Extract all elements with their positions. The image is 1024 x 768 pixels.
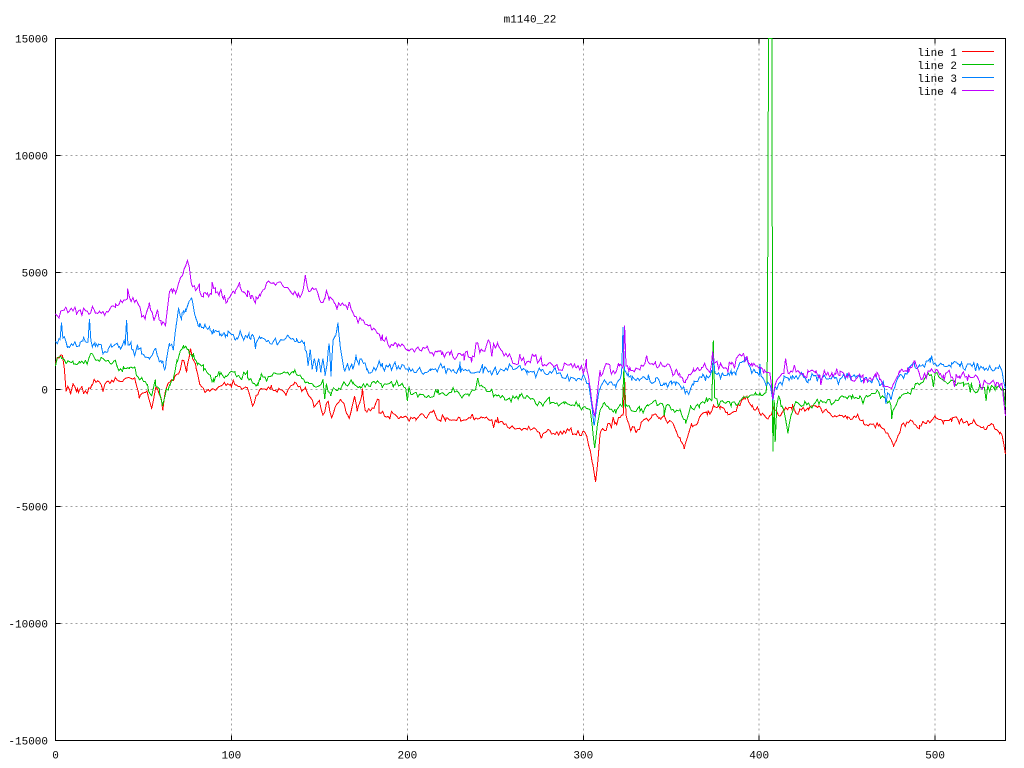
svg-text:-15000: -15000: [8, 737, 48, 749]
svg-text:500: 500: [925, 751, 945, 763]
svg-text:m1140_22: m1140_22: [504, 15, 557, 27]
svg-text:15000: 15000: [15, 35, 48, 47]
svg-text:200: 200: [397, 751, 417, 763]
svg-text:-5000: -5000: [15, 503, 48, 515]
svg-text:0: 0: [52, 751, 59, 763]
svg-text:10000: 10000: [15, 152, 48, 164]
svg-text:100: 100: [221, 751, 241, 763]
svg-text:300: 300: [573, 751, 593, 763]
svg-text:400: 400: [749, 751, 769, 763]
svg-text:-10000: -10000: [8, 620, 48, 632]
svg-text:line 4: line 4: [917, 87, 957, 99]
svg-text:0: 0: [41, 386, 48, 398]
svg-text:line 2: line 2: [917, 61, 957, 73]
svg-text:line 1: line 1: [917, 48, 957, 60]
svg-text:line 3: line 3: [917, 74, 957, 86]
svg-text:5000: 5000: [22, 269, 48, 281]
